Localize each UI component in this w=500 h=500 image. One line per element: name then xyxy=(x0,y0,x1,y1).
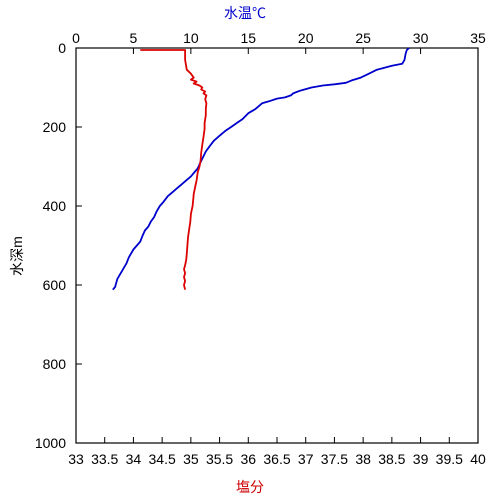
bottom-axis-title: 塩分 xyxy=(236,479,264,495)
top-tick-label: 30 xyxy=(413,30,429,46)
bottom-tick-label: 34 xyxy=(126,451,142,467)
top-tick-label: 15 xyxy=(240,30,256,46)
top-tick-label: 35 xyxy=(470,30,486,46)
top-tick-label: 0 xyxy=(72,30,80,46)
left-tick-label: 800 xyxy=(43,356,67,372)
top-tick-label: 5 xyxy=(130,30,138,46)
bottom-tick-label: 35.5 xyxy=(206,451,233,467)
bottom-tick-label: 37.5 xyxy=(321,451,348,467)
series-lines xyxy=(112,47,410,291)
bottom-tick-label: 37 xyxy=(298,451,314,467)
bottom-tick-label: 34.5 xyxy=(149,451,176,467)
left-tick-label: 200 xyxy=(43,119,67,135)
top-tick-label: 25 xyxy=(355,30,371,46)
left-axis-title: 水深m xyxy=(9,236,25,276)
bottom-tick-label: 33.5 xyxy=(91,451,118,467)
left-tick-label: 600 xyxy=(43,277,67,293)
bottom-tick-label: 38 xyxy=(355,451,371,467)
axes: 0 5 10 15 20 25 30 35 33 33.5 34 34.5 35 35.5 36 36.5 37… xyxy=(35,30,486,467)
top-tick-label: 10 xyxy=(183,30,199,46)
bottom-tick-label: 36 xyxy=(240,451,256,467)
bottom-tick-label: 38.5 xyxy=(378,451,405,467)
bottom-tick-label: 36.5 xyxy=(263,451,290,467)
salinity-profile-line xyxy=(140,49,208,290)
bottom-tick-label: 40 xyxy=(470,451,486,467)
bottom-tick-label: 39 xyxy=(413,451,429,467)
top-axis-title: 水温℃ xyxy=(224,5,266,21)
left-tick-label: 1000 xyxy=(35,435,66,451)
temperature-profile-line xyxy=(112,47,410,291)
bottom-tick-label: 35 xyxy=(183,451,199,467)
bottom-tick-label: 33 xyxy=(68,451,84,467)
bottom-tick-label: 39.5 xyxy=(436,451,463,467)
left-tick-label: 0 xyxy=(58,40,66,56)
left-tick-label: 400 xyxy=(43,198,67,214)
top-tick-label: 20 xyxy=(298,30,314,46)
